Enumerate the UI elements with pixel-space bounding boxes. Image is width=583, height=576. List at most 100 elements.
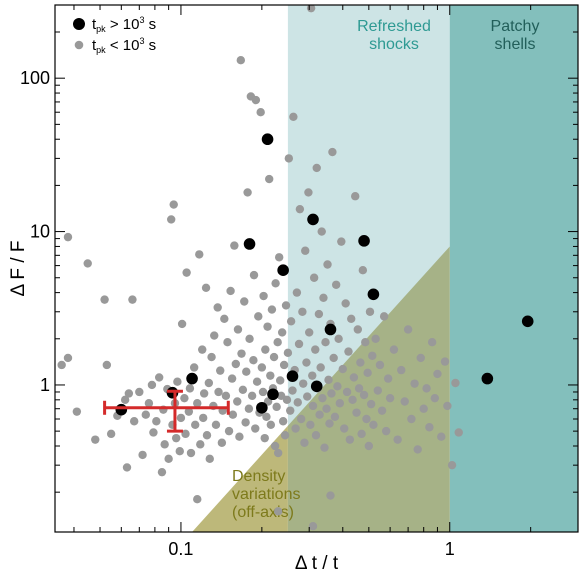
data-point-gray — [147, 380, 157, 390]
data-point-gray — [304, 188, 313, 197]
data-point-black — [358, 235, 370, 247]
data-point-gray — [83, 259, 92, 268]
data-point-gray — [236, 55, 246, 65]
data-point-gray — [173, 377, 182, 386]
data-point-gray — [440, 357, 450, 366]
data-point-gray — [202, 431, 212, 440]
data-point-gray — [393, 435, 402, 444]
data-point-gray — [308, 401, 318, 411]
data-point-black — [243, 238, 256, 250]
data-point-gray — [228, 410, 238, 419]
data-point-black — [521, 315, 534, 328]
data-point-gray — [437, 432, 446, 441]
data-point-gray — [319, 293, 328, 303]
data-point-gray — [330, 412, 340, 422]
data-point-gray — [221, 391, 231, 400]
data-point-black — [481, 372, 494, 385]
data-point-gray — [191, 420, 200, 429]
data-point-gray — [271, 279, 280, 288]
data-point-gray — [196, 440, 205, 449]
data-point-gray — [223, 338, 232, 347]
data-point-gray — [235, 432, 244, 441]
data-point-gray — [288, 386, 297, 395]
data-point-gray — [193, 494, 202, 504]
data-point-gray — [340, 424, 349, 433]
data-point-gray — [353, 325, 363, 334]
data-point-gray — [302, 358, 311, 367]
data-point-gray — [184, 407, 194, 416]
data-point-gray — [199, 389, 209, 398]
data-point-gray — [359, 390, 369, 400]
data-point-gray — [389, 345, 399, 354]
data-point-gray — [292, 288, 302, 297]
data-point-gray — [286, 406, 295, 415]
data-point-gray — [245, 334, 254, 343]
data-point-gray — [149, 428, 158, 437]
data-point-gray — [308, 371, 317, 380]
data-point-gray — [433, 369, 442, 379]
refreshed-shocks-label-line-2: shocks — [369, 36, 419, 53]
data-point-gray — [186, 448, 196, 458]
data-point-gray — [193, 399, 202, 408]
data-point-gray — [72, 407, 82, 416]
y-tick-label: 10 — [30, 222, 50, 242]
region-layer — [192, 5, 578, 532]
data-point-gray — [270, 441, 280, 451]
region-patchy-shells — [449, 5, 578, 532]
data-point-gray — [252, 377, 262, 386]
data-point-gray — [358, 265, 368, 275]
data-point-gray — [106, 429, 116, 439]
data-point-gray — [362, 414, 371, 424]
data-point-gray — [210, 331, 219, 340]
legend-label-gray: tpk < 103 s — [92, 36, 156, 55]
y-tick-label: 1 — [40, 375, 50, 395]
data-point-gray — [240, 297, 249, 306]
data-point-gray — [425, 423, 434, 432]
data-point-gray — [266, 420, 276, 429]
data-point-gray — [180, 393, 189, 403]
data-point-gray — [317, 227, 326, 236]
data-point-gray — [284, 154, 294, 163]
data-point-gray — [260, 433, 269, 443]
data-point-gray — [397, 365, 406, 375]
data-point-gray — [311, 431, 321, 440]
data-point-gray — [323, 260, 332, 269]
data-point-gray — [383, 374, 393, 383]
data-point-gray — [175, 446, 184, 456]
data-point-gray — [289, 112, 298, 122]
data-point-gray — [309, 273, 319, 282]
data-point-gray — [356, 358, 365, 367]
data-point-gray — [205, 454, 214, 464]
error-bar — [103, 389, 230, 433]
data-point-gray — [454, 428, 463, 437]
legend-label-black: tpk > 103 s — [92, 15, 156, 34]
data-point-gray — [324, 375, 333, 385]
data-point-gray — [430, 393, 440, 403]
data-point-gray — [281, 301, 291, 310]
data-point-gray — [275, 376, 285, 385]
data-point-gray — [169, 200, 178, 209]
data-point-gray — [237, 349, 246, 358]
data-point-gray — [254, 312, 263, 321]
data-point-gray — [189, 363, 199, 372]
data-point-gray — [154, 373, 164, 382]
axis-ticks — [55, 4, 579, 532]
data-point-gray — [251, 424, 260, 433]
data-point-gray — [263, 322, 272, 331]
data-point-gray — [269, 352, 279, 362]
data-point-gray — [301, 246, 310, 255]
data-point-gray — [258, 387, 268, 397]
data-point-gray — [311, 345, 320, 354]
data-point-gray — [335, 399, 345, 408]
data-point-gray — [407, 414, 416, 424]
data-point-gray — [267, 305, 277, 314]
data-point-gray — [102, 360, 112, 370]
x-tick-label: 0.1 — [168, 539, 193, 559]
data-point-gray — [379, 312, 389, 321]
region-density-overlap — [287, 246, 450, 532]
data-point-gray — [277, 328, 287, 337]
data-point-black — [115, 403, 128, 416]
data-point-gray — [167, 215, 176, 224]
data-point-gray — [217, 438, 227, 447]
